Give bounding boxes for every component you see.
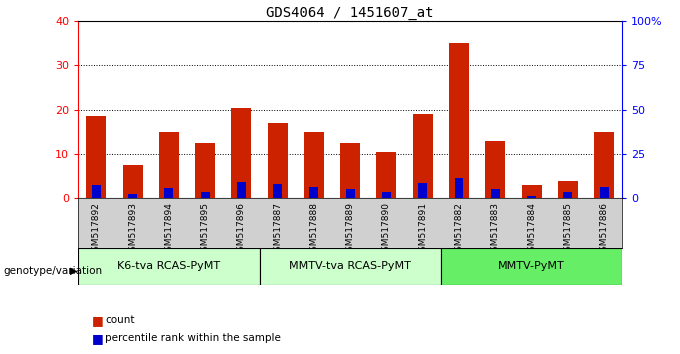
Bar (522, 185, 541, 198)
Bar (159, 132, 179, 198)
Bar (527, 195, 536, 198)
Text: GSM517886: GSM517886 (600, 202, 609, 257)
Title: GDS4064 / 1451607_at: GDS4064 / 1451607_at (267, 6, 434, 20)
Bar (418, 183, 427, 198)
Bar (309, 187, 318, 198)
Text: ■: ■ (92, 332, 103, 344)
Text: GSM517896: GSM517896 (237, 202, 246, 257)
Text: MMTV-tva RCAS-PyMT: MMTV-tva RCAS-PyMT (289, 261, 411, 272)
Bar (413, 114, 432, 198)
Text: GSM517883: GSM517883 (491, 202, 500, 257)
Bar (563, 192, 573, 198)
Bar (260, 248, 441, 285)
Text: GSM517882: GSM517882 (454, 202, 464, 257)
Text: percentile rank within the sample: percentile rank within the sample (105, 333, 282, 343)
Bar (304, 132, 324, 198)
Bar (86, 116, 106, 198)
Text: GSM517885: GSM517885 (563, 202, 573, 257)
Text: GSM517889: GSM517889 (345, 202, 355, 257)
Bar (195, 143, 215, 198)
Text: ▶: ▶ (69, 266, 78, 276)
Bar (201, 192, 209, 198)
Bar (165, 188, 173, 198)
Bar (128, 194, 137, 198)
Bar (92, 185, 101, 198)
Bar (268, 123, 288, 198)
Text: GSM517888: GSM517888 (309, 202, 318, 257)
Text: GSM517893: GSM517893 (128, 202, 137, 257)
Text: GSM517892: GSM517892 (92, 202, 101, 257)
Text: GSM517890: GSM517890 (382, 202, 391, 257)
Bar (491, 188, 500, 198)
Text: GSM517887: GSM517887 (273, 202, 282, 257)
Bar (345, 188, 355, 198)
Text: GSM517884: GSM517884 (527, 202, 536, 257)
Bar (377, 152, 396, 198)
Bar (558, 181, 578, 198)
Bar (600, 187, 609, 198)
Bar (486, 141, 505, 198)
Text: GSM517895: GSM517895 (201, 202, 209, 257)
Text: GSM517891: GSM517891 (418, 202, 427, 257)
Bar (441, 248, 622, 285)
Text: ■: ■ (92, 314, 103, 327)
Bar (237, 182, 246, 198)
Bar (340, 143, 360, 198)
Bar (122, 165, 143, 198)
Bar (594, 132, 614, 198)
Text: MMTV-PyMT: MMTV-PyMT (498, 261, 565, 272)
Bar (449, 44, 469, 198)
Bar (454, 178, 464, 198)
Bar (231, 108, 252, 198)
Text: count: count (105, 315, 135, 325)
Text: GSM517894: GSM517894 (165, 202, 173, 257)
Bar (273, 184, 282, 198)
Text: genotype/variation: genotype/variation (3, 266, 103, 276)
Bar (78, 248, 260, 285)
Text: K6-tva RCAS-PyMT: K6-tva RCAS-PyMT (118, 261, 220, 272)
Bar (382, 192, 391, 198)
